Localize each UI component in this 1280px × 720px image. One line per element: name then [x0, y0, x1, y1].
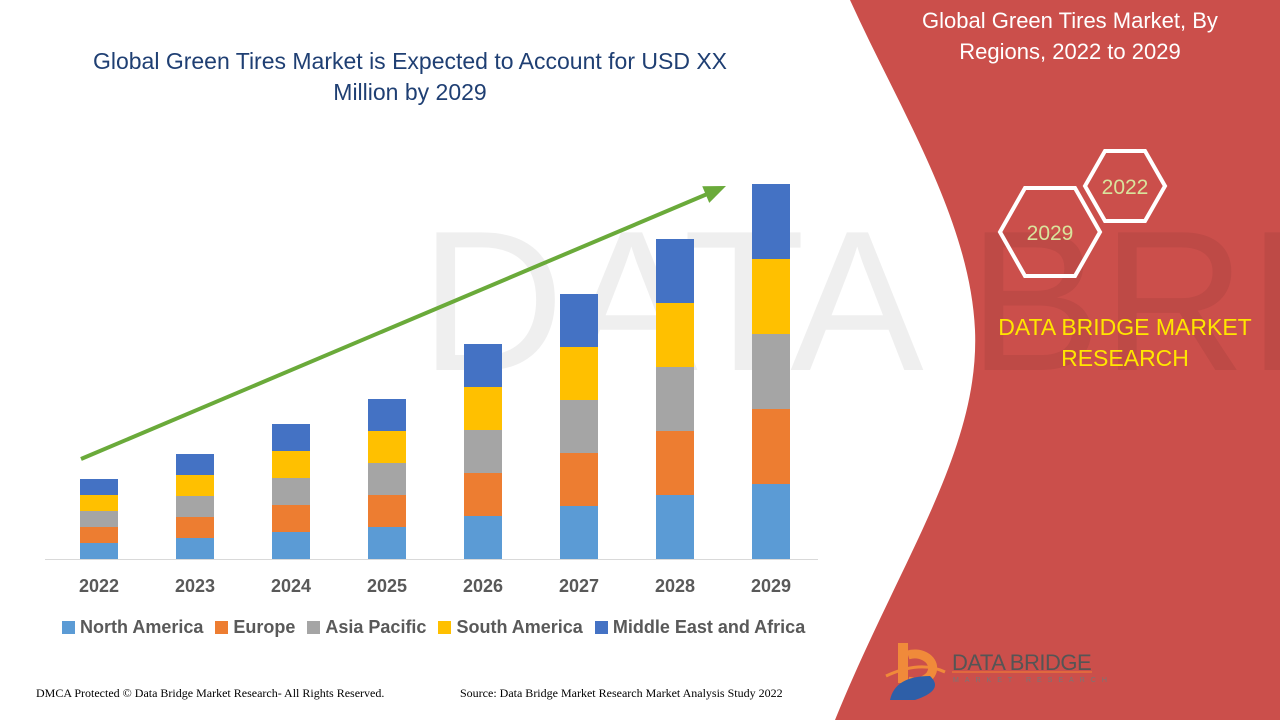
logo-icon: [885, 643, 946, 700]
hexagon-2029: [997, 186, 1103, 278]
footer-source: Source: Data Bridge Market Research Mark…: [460, 686, 783, 700]
legend-item: Europe: [215, 617, 295, 638]
bar-segment-2026-europe: [464, 473, 502, 516]
bar-segment-2023-middle-east-and-africa: [176, 454, 214, 475]
legend: North America Europe Asia Pacific South Ame…: [62, 617, 805, 638]
bar-segment-2027-south-america: [560, 347, 598, 400]
bar-segment-2028-north-america: [656, 495, 694, 559]
watermark: DATA BRIDGE: [420, 190, 1280, 413]
bar-segment-2025-asia-pacific: [368, 463, 406, 495]
bar-segment-2029-south-america: [752, 259, 790, 334]
legend-item: North America: [62, 617, 203, 638]
trend-arrow-head: [702, 186, 726, 203]
bar-segment-2026-south-america: [464, 387, 502, 430]
bar-segment-2023-south-america: [176, 475, 214, 496]
bar-segment-2026-asia-pacific: [464, 430, 502, 473]
stacked-bar-chart: 2022 2023 2024 2025 2026 2027 2028 2029: [45, 184, 818, 596]
bar-segment-2024-middle-east-and-africa: [272, 424, 310, 451]
side-panel: [835, 0, 1280, 720]
x-tick-label: 2024: [271, 576, 311, 596]
x-tick-label: 2023: [175, 576, 215, 596]
bar-segment-2022-middle-east-and-africa: [80, 479, 118, 495]
bar-segment-2025-europe: [368, 495, 406, 527]
bar-segment-2024-asia-pacific: [272, 478, 310, 505]
legend-swatch: [307, 621, 321, 634]
bar-segment-2022-europe: [80, 527, 118, 543]
bar-segment-2026-middle-east-and-africa: [464, 344, 502, 387]
legend-label: South America: [456, 617, 583, 637]
brand-name: DATA BRIDGE MARKET RESEARCH: [998, 314, 1252, 371]
bar-segment-2029-north-america: [752, 484, 790, 559]
hexagon-2022: [1082, 149, 1168, 223]
hex-label-2022: 2022: [1102, 176, 1149, 199]
bar-segment-2028-asia-pacific: [656, 367, 694, 431]
bar-segment-2024-north-america: [272, 532, 310, 559]
bar-segment-2023-north-america: [176, 538, 214, 559]
bar-segment-2023-europe: [176, 517, 214, 538]
bar-segment-2025-north-america: [368, 527, 406, 559]
legend-label: Middle East and Africa: [612, 617, 806, 637]
hex-label-2029: 2029: [1027, 222, 1074, 245]
legend-label: Asia Pacific: [325, 617, 427, 637]
bar-segment-2022-asia-pacific: [80, 511, 118, 527]
bar-segment-2028-south-america: [656, 303, 694, 367]
legend-swatch: [215, 621, 229, 634]
x-tick-label: 2027: [559, 576, 599, 596]
bar-segment-2028-middle-east-and-africa: [656, 239, 694, 303]
x-tick-label: 2028: [655, 576, 695, 596]
trend-arrow: [80, 190, 713, 461]
bar-segment-2028-europe: [656, 431, 694, 495]
bar-segment-2027-middle-east-and-africa: [560, 294, 598, 347]
bar-segment-2029-middle-east-and-africa: [752, 184, 790, 259]
x-tick-label: 2022: [79, 576, 119, 596]
bar-segment-2024-europe: [272, 505, 310, 532]
logo-text: DATA BRIDGE: [952, 650, 1092, 675]
bar-segment-2029-asia-pacific: [752, 334, 790, 409]
legend-item: South America: [438, 617, 583, 638]
legend-swatch: [594, 621, 608, 634]
legend-item: Asia Pacific: [307, 617, 426, 638]
bar-segment-2024-south-america: [272, 451, 310, 478]
bar-segment-2026-north-america: [464, 516, 502, 559]
bar-segment-2029-europe: [752, 409, 790, 484]
legend-item: Middle East and Africa: [594, 617, 806, 638]
footer-copyright: DMCA Protected © Data Bridge Market Rese…: [36, 686, 385, 700]
legend-label: North America: [80, 617, 204, 637]
svg-text:DATA BRIDGE: DATA BRIDGE: [420, 190, 1280, 413]
bar-segment-2022-north-america: [80, 543, 118, 559]
x-tick-label: 2026: [463, 576, 503, 596]
bar-segment-2025-south-america: [368, 431, 406, 463]
x-tick-label: 2025: [367, 576, 407, 596]
bar-segment-2027-asia-pacific: [560, 400, 598, 453]
bar-segment-2027-europe: [560, 453, 598, 506]
bar-segment-2025-middle-east-and-africa: [368, 399, 406, 431]
logo-subtext: MARKET RESEARCH: [953, 677, 1113, 684]
bar-segment-2023-asia-pacific: [176, 496, 214, 517]
x-tick-label: 2029: [751, 576, 791, 596]
legend-swatch: [438, 621, 452, 634]
chart-title: Global Green Tires Market is Expected to…: [92, 48, 728, 105]
bar-segment-2027-north-america: [560, 506, 598, 559]
legend-swatch: [62, 621, 75, 634]
legend-label: Europe: [233, 617, 296, 637]
bar-segment-2022-south-america: [80, 495, 118, 511]
panel-title: Global Green Tires Market, By Regions, 2…: [922, 8, 1218, 64]
